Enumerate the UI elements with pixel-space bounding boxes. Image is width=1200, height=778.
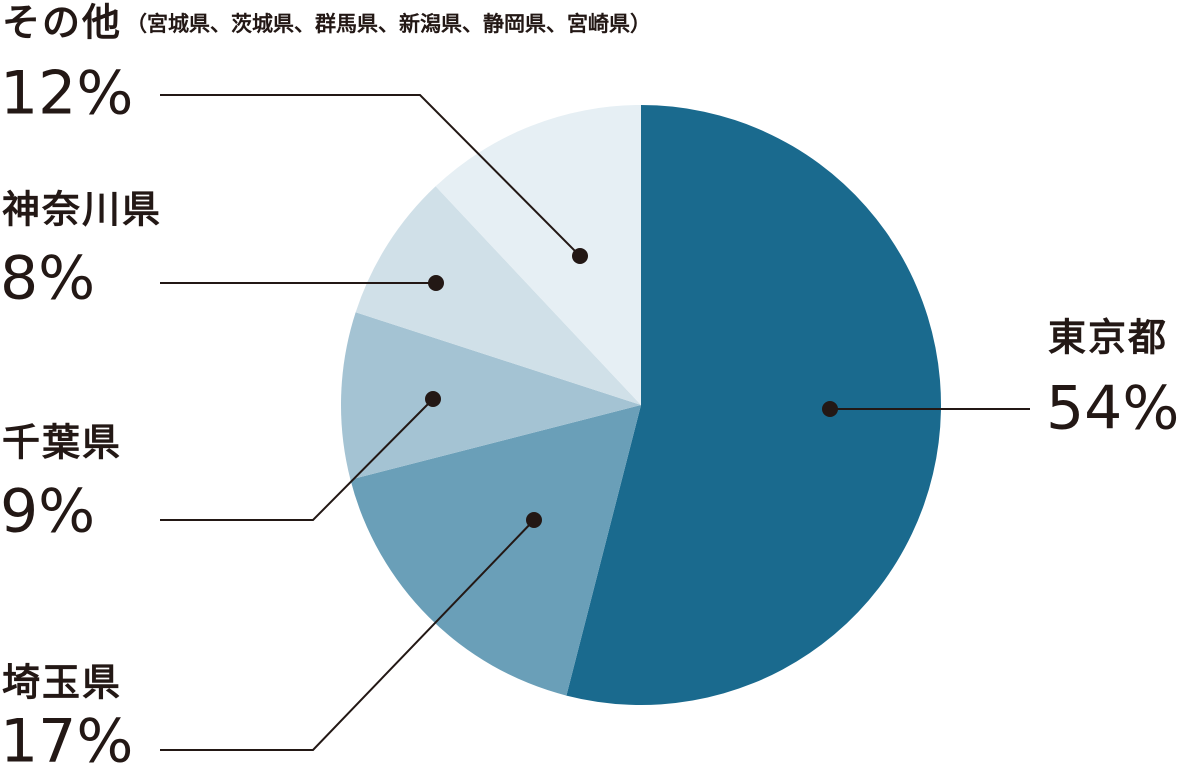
slice-name: 千葉県: [2, 421, 122, 465]
leader-line: [160, 519, 535, 751]
leader-dot: [572, 248, 588, 264]
leader-line: [160, 398, 434, 521]
pie-slice: [355, 186, 641, 405]
other-detail: （宮城県、茨城県、群馬県、新潟県、静岡県、宮崎県）: [126, 12, 651, 36]
leader-dot: [822, 401, 838, 417]
slice-percent: 17%: [0, 707, 133, 777]
pie-slice: [341, 312, 641, 480]
leader-dot: [526, 512, 542, 528]
slice-percent: 12%: [0, 59, 133, 129]
slice-percent: 54%: [1046, 374, 1179, 444]
pie-slice: [435, 105, 641, 405]
pie-slice: [566, 105, 941, 705]
leader-dot: [428, 275, 444, 291]
slice-name: 埼玉県: [2, 661, 122, 705]
pie-slice: [350, 405, 641, 696]
slice-name: 神奈川県: [2, 188, 162, 232]
leader-dot: [425, 391, 441, 407]
leader-line: [160, 94, 581, 257]
slice-name: 東京都: [1048, 316, 1168, 360]
slice-percent: 8%: [0, 244, 95, 314]
slice-name: その他: [2, 1, 122, 45]
slice-percent: 9%: [0, 477, 95, 547]
